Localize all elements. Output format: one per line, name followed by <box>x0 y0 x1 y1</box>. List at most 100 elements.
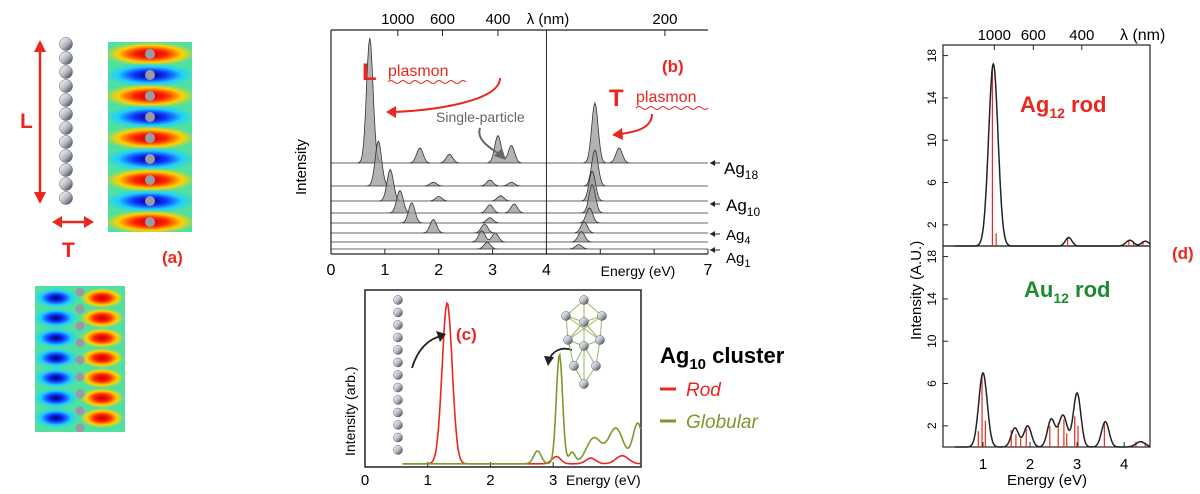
legend-label-globular: Globular <box>686 412 758 433</box>
atom-icon <box>75 423 85 432</box>
atom-icon <box>145 175 155 185</box>
atom-icon <box>393 307 403 318</box>
species-subscript: 4 <box>744 235 750 247</box>
arrow-head-left-icon <box>52 216 62 228</box>
panel-c-x-axis: 0 1 2 3 <box>361 462 557 489</box>
y-tick-label: 6 <box>925 380 939 387</box>
svg-text:Ag1: Ag1 <box>726 250 750 270</box>
l-plasmon-pointer <box>393 77 501 113</box>
atom-icon <box>59 121 73 135</box>
arrow-head-down-icon <box>494 148 506 160</box>
x-tick-label: 3 <box>488 262 497 279</box>
near-field-map-transverse <box>35 286 125 432</box>
species-label-ag1: Ag1 <box>710 247 750 270</box>
panel-a: L T (a) <box>20 37 192 432</box>
y-tick-label: 14 <box>925 91 939 105</box>
species-symbol: Ag <box>724 159 745 178</box>
atom-icon <box>393 445 403 455</box>
l-plasmon-letter: L <box>362 59 377 86</box>
rod-spectrum <box>402 301 641 465</box>
spectrum-trace <box>331 37 708 164</box>
panel-b-label: (b) <box>662 57 684 76</box>
panel-d-top-axis: 1000 600 400 <box>978 27 1094 50</box>
bond-line <box>565 315 601 341</box>
atom-icon <box>393 345 403 355</box>
atom-icon <box>597 311 607 321</box>
panel-b: Intensity 1000 600 400 200 λ (nm) 0 1 2 3 4 7 En… <box>293 11 760 279</box>
species-label-ag4: Ag4 <box>710 227 750 247</box>
atom-icon <box>595 335 605 345</box>
field-lobe <box>35 308 78 328</box>
atom-icon <box>75 406 85 416</box>
y-tick-label: 10 <box>925 334 939 348</box>
panel-d: Intensity (A.U.) λ (nm) 1000 600 400 2 6 10 1… <box>908 27 1194 489</box>
top-tick-label: 1000 <box>381 11 414 28</box>
field-lobe <box>80 408 124 428</box>
au12-rod-label: Au12 rod <box>1024 277 1110 306</box>
bond-line <box>567 315 603 341</box>
arrow-head-right-icon <box>84 216 94 228</box>
top-tick-label: 600 <box>430 11 455 28</box>
x-tick-label: 4 <box>1120 456 1128 473</box>
atom-icon <box>145 91 155 101</box>
length-label: L <box>20 110 33 133</box>
label-subscript: 12 <box>1049 105 1065 121</box>
atom-icon <box>393 357 403 368</box>
atom-icon <box>393 382 403 393</box>
atom-chain-icon <box>59 37 73 205</box>
label-subscript: 12 <box>1053 290 1069 306</box>
field-lobe <box>35 328 78 348</box>
atom-icon <box>145 154 155 164</box>
field-lobe <box>80 368 124 388</box>
atom-icon <box>75 287 85 297</box>
species-label-ag10: Ag10 <box>710 196 760 219</box>
atom-icon <box>393 395 403 405</box>
arrow-head-left-icon <box>386 106 396 118</box>
atom-icon <box>393 370 403 380</box>
arrow-head-left-icon <box>612 128 623 140</box>
squiggle-underline <box>635 106 709 110</box>
atom-icon <box>75 338 85 348</box>
x-tick-label: 1 <box>380 262 389 279</box>
species-symbol: Ag <box>726 227 744 244</box>
field-lobe <box>35 288 78 308</box>
field-lobe <box>35 368 78 388</box>
x-tick-label: 1 <box>424 472 432 489</box>
atom-icon <box>591 361 601 371</box>
ag12-rod-label: Ag12 rod <box>1020 92 1106 121</box>
t-plasmon-letter: T <box>609 85 624 112</box>
x-tick-label: 3 <box>549 472 557 489</box>
panel-a-label: (a) <box>162 248 183 267</box>
spectrum-trace <box>331 184 708 214</box>
panel-c: Intensity (arb.) 0 1 2 3 Energy (eV) (c) Ag… <box>342 289 785 489</box>
atom-icon <box>75 372 85 382</box>
y-tick-label: 18 <box>925 49 939 63</box>
atom-icon <box>579 317 589 327</box>
atom-icon <box>579 295 589 305</box>
atom-icon <box>579 341 589 351</box>
atom-icon <box>59 65 73 79</box>
panel-c-ylabel: Intensity (arb.) <box>342 367 358 456</box>
atom-icon <box>393 320 403 330</box>
globular-spectrum <box>402 352 642 465</box>
panel-b-xlabel: Energy (eV) <box>601 263 676 279</box>
y-tick-label: 6 <box>925 179 939 186</box>
atom-icon <box>75 389 85 399</box>
field-lobe <box>80 328 124 348</box>
species-label-ag18: Ag18 <box>710 159 758 182</box>
spectrum-trace <box>331 241 708 250</box>
atom-icon <box>393 420 403 430</box>
legend-title-subscript: 10 <box>689 356 706 373</box>
atom-icon <box>561 311 571 321</box>
species-subscript: 18 <box>745 168 759 182</box>
species-subscript: 1 <box>744 258 750 270</box>
x-tick-label: 2 <box>486 472 494 489</box>
atom-icon <box>59 191 73 205</box>
atom-icon <box>59 163 73 177</box>
panel-d-label: (d) <box>1172 244 1194 263</box>
legend-title: Ag10 cluster <box>660 343 785 373</box>
arrow-head-down-icon <box>544 356 554 366</box>
svg-text:Ag10: Ag10 <box>726 196 760 219</box>
arrow-head-right-icon <box>436 331 446 342</box>
panel-b-top-axis: 1000 600 400 200 <box>381 11 677 36</box>
